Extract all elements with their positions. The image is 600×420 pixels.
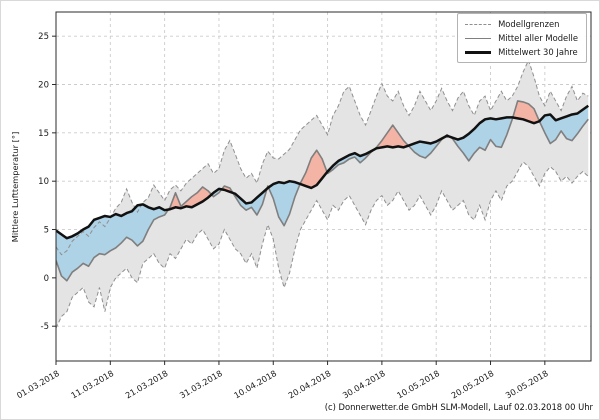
x-tick-label: 01.03.2018 [15, 368, 61, 400]
legend-label-ensemble-mean: Mittel aller Modelle [498, 33, 578, 44]
x-tick-label: 30.04.2018 [341, 368, 387, 400]
x-tick-label: 30.05.2018 [504, 368, 550, 400]
above-normal-fill [56, 100, 589, 239]
copyright-caption: (c) Donnerwetter.de GmbH SLM-Modell, Lau… [324, 402, 593, 412]
legend-label-climate-mean: Mittelwert 30 Jahre [498, 47, 578, 58]
y-tick-label: -5 [41, 322, 49, 332]
dashed-line-icon [465, 23, 492, 25]
y-tick-label: 20 [38, 81, 49, 91]
legend-row-model-bounds: Modellgrenzen [465, 19, 578, 29]
y-tick-label: 15 [38, 129, 49, 139]
legend-row-climate-mean: Mittelwert 30 Jahre [465, 47, 578, 57]
y-tick-label: 0 [44, 274, 49, 284]
x-tick-label: 20.05.2018 [449, 368, 495, 400]
x-tick-label: 10.05.2018 [395, 368, 441, 400]
y-tick-label: 25 [38, 32, 49, 42]
legend-label-model-bounds: Modellgrenzen [498, 19, 560, 29]
model-upper-bound-line [56, 58, 589, 256]
x-tick-label: 10.04.2018 [232, 368, 278, 400]
x-tick-label: 20.04.2018 [286, 368, 332, 400]
x-tick-label: 21.03.2018 [123, 368, 169, 400]
legend: Modellgrenzen Mittel aller Modelle Mitte… [457, 13, 587, 64]
x-tick-label: 31.03.2018 [178, 368, 224, 400]
ensemble-mean-line [56, 100, 589, 282]
model-range-band [56, 60, 589, 329]
x-tick-label: 11.03.2018 [69, 368, 115, 400]
climate-mean-line [56, 104, 590, 240]
y-tick-label: 10 [38, 177, 49, 187]
legend-row-ensemble-mean: Mittel aller Modelle [465, 33, 578, 43]
y-axis-label: Mittlere Lufttemperatur [°] [10, 132, 20, 243]
plot-border [55, 11, 592, 362]
black-line-icon [465, 50, 492, 54]
y-tick-label: 5 [44, 226, 49, 236]
gray-line-icon [465, 37, 492, 39]
model-lower-bound-line [56, 161, 589, 329]
